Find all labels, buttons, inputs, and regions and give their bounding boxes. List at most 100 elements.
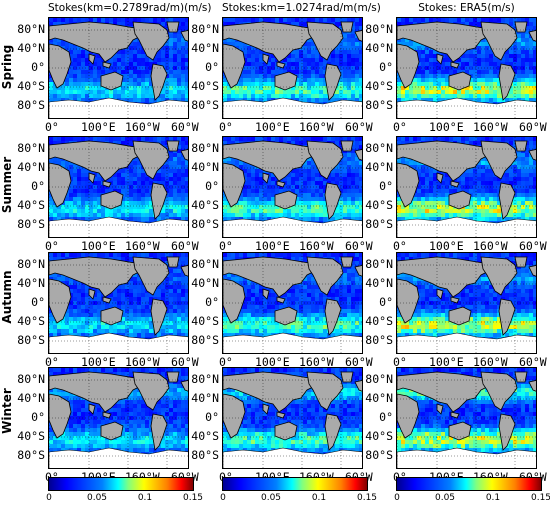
lat-tick-label: 40°S <box>17 429 45 443</box>
lat-tick-label: 80°S <box>191 448 219 462</box>
lat-tick-label: 80°S <box>365 333 393 347</box>
colorbar-tick-label: 0.05 <box>434 493 456 503</box>
lat-tick-label: 80°N <box>17 22 45 36</box>
lat-tick-label: 40°N <box>17 160 45 174</box>
lon-tick-label: 100°E <box>81 355 116 369</box>
colorbar-tick-label: 0.1 <box>137 493 153 503</box>
colorbar-tick-label: 0.05 <box>260 493 282 503</box>
map-panel-winter-3 <box>396 367 537 469</box>
colorbar-tick-label: 0.05 <box>86 493 108 503</box>
lat-tick-label: 0° <box>205 410 219 424</box>
lon-tick-label: 0° <box>393 120 407 134</box>
lon-tick-label: 60°W <box>519 239 547 253</box>
lat-tick-label: 0° <box>31 295 45 309</box>
lat-tick-label: 80°N <box>191 257 219 271</box>
lon-tick-label: 160°W <box>473 355 508 369</box>
lon-tick-label: 160°W <box>125 120 160 134</box>
lat-tick-label: 80°N <box>191 141 219 155</box>
lon-tick-label: 0° <box>219 239 233 253</box>
colorbar-tick-label: 0.1 <box>485 493 501 503</box>
lat-tick-label: 0° <box>205 60 219 74</box>
lat-tick-label: 40°N <box>365 276 393 290</box>
lon-tick-label: 160°W <box>473 239 508 253</box>
colorbar-tick-label: 0.15 <box>182 493 204 503</box>
lon-tick-label: 100°E <box>429 239 464 253</box>
column-title-3: Stokes: ERA5(m/s) <box>418 2 515 14</box>
lon-tick-label: 60°W <box>171 355 199 369</box>
lat-tick-label: 40°N <box>17 41 45 55</box>
colorbar-tick-label: 0.15 <box>530 493 550 503</box>
lat-tick-label: 0° <box>31 179 45 193</box>
lon-tick-label: 160°W <box>299 120 334 134</box>
column-title-2: Stokes:km=1.0274rad/m(m/s) <box>222 2 381 14</box>
colorbar-3 <box>396 477 542 491</box>
lat-tick-label: 40°S <box>17 198 45 212</box>
lat-tick-label: 0° <box>379 60 393 74</box>
lon-tick-label: 160°W <box>125 239 160 253</box>
lat-tick-label: 80°N <box>17 372 45 386</box>
lat-tick-label: 80°S <box>17 217 45 231</box>
lon-tick-label: 0° <box>45 239 59 253</box>
lat-tick-label: 40°S <box>191 314 219 328</box>
map-panel-autumn-3 <box>396 252 537 354</box>
map-panel-spring-1 <box>48 17 189 119</box>
lat-tick-label: 0° <box>31 60 45 74</box>
lat-tick-label: 40°S <box>365 79 393 93</box>
lon-tick-label: 100°E <box>255 355 290 369</box>
lon-tick-label: 0° <box>219 355 233 369</box>
lat-tick-label: 80°S <box>365 98 393 112</box>
lon-tick-label: 0° <box>45 120 59 134</box>
lat-tick-label: 80°S <box>17 333 45 347</box>
map-panel-autumn-2 <box>222 252 363 354</box>
lon-tick-label: 100°E <box>255 120 290 134</box>
lon-tick-label: 100°E <box>81 239 116 253</box>
lat-tick-label: 80°N <box>365 141 393 155</box>
lat-tick-label: 80°S <box>365 448 393 462</box>
lat-tick-label: 40°N <box>17 276 45 290</box>
lat-tick-label: 40°S <box>17 314 45 328</box>
lat-tick-label: 40°S <box>17 79 45 93</box>
map-panel-summer-3 <box>396 136 537 238</box>
lon-tick-label: 160°W <box>125 355 160 369</box>
lat-tick-label: 80°N <box>191 22 219 36</box>
lon-tick-label: 160°W <box>299 355 334 369</box>
lat-tick-label: 80°S <box>17 98 45 112</box>
lat-tick-label: 40°S <box>365 314 393 328</box>
lat-tick-label: 40°S <box>191 429 219 443</box>
lat-tick-label: 80°S <box>191 333 219 347</box>
lat-tick-label: 40°N <box>191 41 219 55</box>
lat-tick-label: 80°S <box>191 98 219 112</box>
lon-tick-label: 0° <box>393 355 407 369</box>
lat-tick-label: 80°S <box>191 217 219 231</box>
colorbar-tick-label: 0 <box>394 493 400 503</box>
map-panel-autumn-1 <box>48 252 189 354</box>
lat-tick-label: 0° <box>379 410 393 424</box>
map-panel-winter-1 <box>48 367 189 469</box>
lat-tick-label: 40°N <box>191 276 219 290</box>
colorbar-2 <box>222 477 368 491</box>
colorbar-tick-label: 0 <box>220 493 226 503</box>
lat-tick-label: 80°N <box>365 257 393 271</box>
lon-tick-label: 60°W <box>519 355 547 369</box>
lon-tick-label: 0° <box>219 120 233 134</box>
lat-tick-label: 40°N <box>365 160 393 174</box>
map-panel-winter-2 <box>222 367 363 469</box>
lon-tick-label: 60°W <box>345 120 373 134</box>
lon-tick-label: 60°W <box>345 239 373 253</box>
lon-tick-label: 0° <box>45 355 59 369</box>
colorbar-tick-label: 0 <box>46 493 52 503</box>
map-panel-spring-3 <box>396 17 537 119</box>
lat-tick-label: 0° <box>379 295 393 309</box>
lon-tick-label: 100°E <box>81 120 116 134</box>
map-panel-summer-2 <box>222 136 363 238</box>
lat-tick-label: 80°N <box>365 22 393 36</box>
lat-tick-label: 40°N <box>17 391 45 405</box>
lon-tick-label: 100°E <box>429 120 464 134</box>
lon-tick-label: 160°W <box>299 239 334 253</box>
lon-tick-label: 60°W <box>171 239 199 253</box>
lat-tick-label: 40°S <box>365 198 393 212</box>
lat-tick-label: 80°N <box>17 141 45 155</box>
lat-tick-label: 80°S <box>17 448 45 462</box>
lon-tick-label: 60°W <box>345 355 373 369</box>
lon-tick-label: 100°E <box>429 355 464 369</box>
